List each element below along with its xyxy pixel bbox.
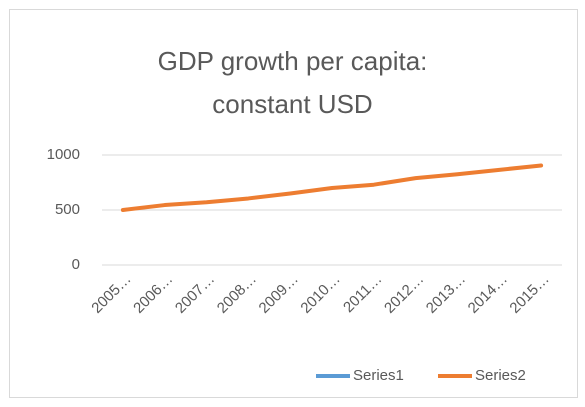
y-tick-label: 500 [55,201,80,218]
y-tick-label: 1000 [47,146,80,163]
legend-label: Series2 [475,367,526,384]
legend-label: Series1 [353,367,404,384]
y-tick-label: 0 [72,256,80,273]
series-line [120,163,544,212]
chart-title: GDP growth per capita: constant USD [157,46,428,119]
chart-border [9,9,578,398]
